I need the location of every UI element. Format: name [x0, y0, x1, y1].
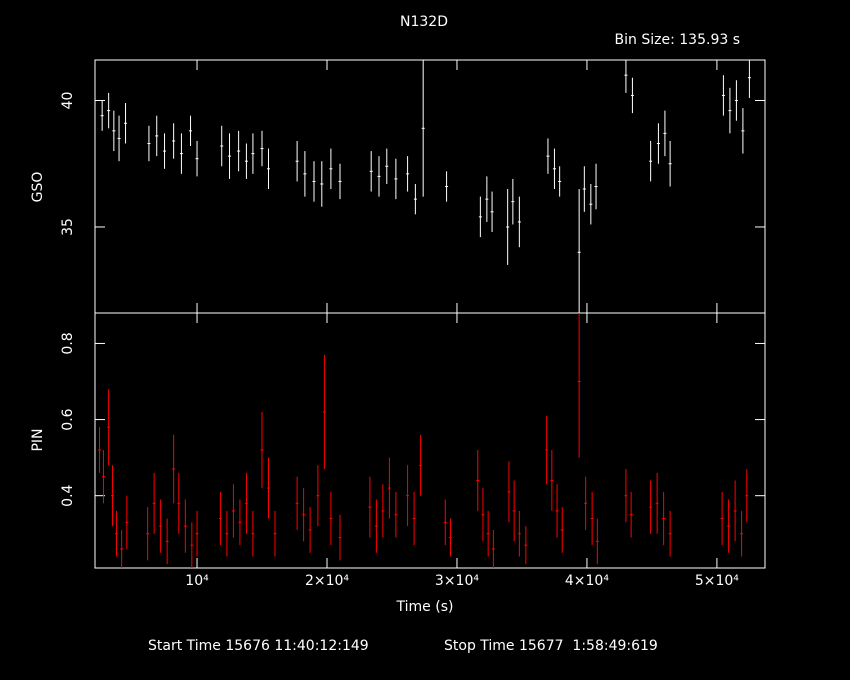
y-tick-label: 35 — [60, 218, 76, 236]
x-tick-label: 10⁴ — [185, 573, 209, 589]
series — [98, 313, 749, 568]
bin-size: Bin Size: 135.93 s — [615, 32, 740, 48]
y-tick-label: 0.4 — [60, 484, 76, 506]
x-tick-label: 3×10⁴ — [435, 573, 479, 589]
start-time: Start Time 15676 11:40:12:149 — [148, 638, 369, 654]
y-tick-label: 40 — [60, 92, 76, 110]
y-axis-label: GSO — [30, 172, 46, 203]
y-tick-label: 0.8 — [60, 332, 76, 354]
y-axis-label: PIN — [30, 428, 46, 451]
stop-time: Stop Time 15677 1:58:49:619 — [444, 638, 658, 654]
series — [100, 60, 751, 313]
x-tick-label: 5×10⁴ — [695, 573, 739, 589]
x-tick-label: 2×10⁴ — [305, 573, 349, 589]
y-tick-label: 0.6 — [60, 408, 76, 430]
x-axis-label: Time (s) — [396, 599, 454, 615]
x-tick-label: 4×10⁴ — [565, 573, 609, 589]
title: N132D — [400, 14, 448, 30]
bottom-frame — [94, 312, 766, 569]
top-frame — [94, 59, 766, 314]
